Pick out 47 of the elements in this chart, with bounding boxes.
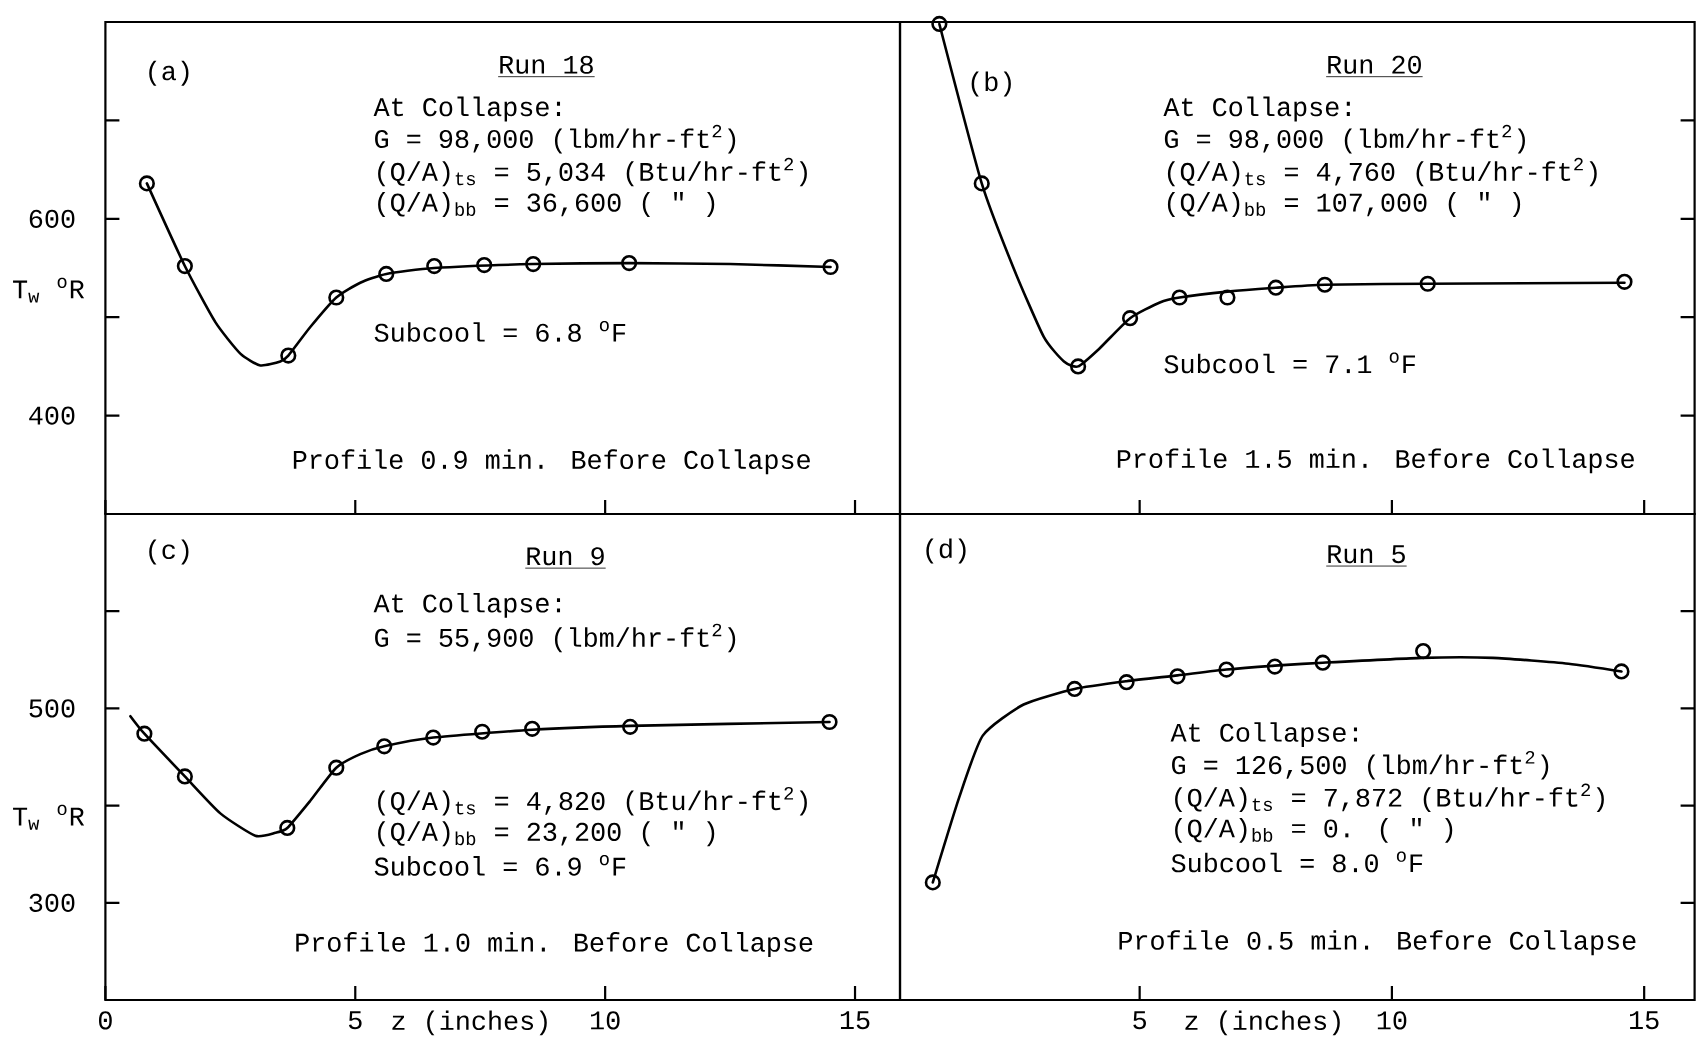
x-tick-label: 10 [1377,1011,1407,1030]
annotation: (Q/A)$_{ts}$ = 4,820 (Btu/hr-ft$^{2}$) [378,786,807,816]
annotation: Subcool = 7.1 $^{o}$F [1164,352,1416,374]
annotation: (b) [971,71,1011,97]
annotation: Profile 1.0 min. Before Collapse [296,932,813,958]
annotation: (c) [149,539,189,565]
y-tick-label: 500 [29,699,75,718]
annotation: (Q/A)$_{bb}$ = 107,000 ( " ) [1167,192,1521,218]
x-tick-label: 0 [98,1011,112,1030]
annotation: At Collapse: [373,592,561,618]
annotation: G = 55,900 (lbm/hr-ft$^{2}$) [375,623,736,653]
x-tick-label: 5 [1133,1011,1146,1030]
y-axis-title: T$_{w}$ $^{o}$R [13,804,85,830]
y-tick-label: 400 [29,406,75,425]
annotation: At Collapse: [1170,722,1358,748]
annotation: (d) [926,538,966,564]
annotation: Profile 0.9 min. Before Collapse [293,449,810,475]
y-tick-label: 300 [29,893,75,912]
y-axis-title: T$_{w}$ $^{o}$R [13,277,85,303]
x-tick-label: 10 [591,1011,620,1030]
text: Run 20 [1328,55,1421,74]
x-tick-label: 15 [840,1011,870,1030]
text: Run 18 [500,55,593,74]
annotation: (Q/A)$_{ts}$ = 7,872 (Btu/hr-ft$^{2}$) [1175,783,1604,813]
annotation: At Collapse: [373,96,561,122]
annotation: Subcool = 6.9 $^{o}$F [374,854,626,876]
text: Run 9 [527,547,604,566]
annotation: (Q/A)$_{bb}$ = 0. ( " ) [1175,817,1453,843]
annotation: (Q/A)$_{ts}$ = 4,760 (Btu/hr-ft$^{2}$) [1167,157,1597,187]
annotation: Subcool = 6.8 $^{o}$F [374,321,626,342]
x-axis-title: z (inches) [1185,1010,1340,1036]
annotation: (a) [149,60,189,86]
annotation: G = 98,000 (lbm/hr-ft$^{2}$) [1164,124,1525,154]
x-axis-title: z (inches) [392,1010,547,1036]
y-tick-label: 600 [29,209,75,228]
annotation: (Q/A)$_{ts}$ = 5,034 (Btu/hr-ft$^{2}$) [378,157,807,187]
annotation: At Collapse: [1163,96,1350,122]
annotation: Profile 0.5 min. Before Collapse [1119,930,1636,956]
annotation: (Q/A)$_{bb}$ = 23,200 ( " ) [378,821,715,847]
x-tick-label: 15 [1630,1011,1659,1030]
annotation: G = 98,000 (lbm/hr-ft$^{2}$) [375,124,736,154]
annotation: (Q/A)$_{bb}$ = 36,600 ( " ) [378,192,715,218]
text: Run 5 [1328,545,1405,564]
annotation: Profile 1.5 min. Before Collapse [1117,448,1634,474]
x-tick-label: 5 [348,1011,362,1030]
annotation: Subcool = 8.0 $^{o}$F [1171,851,1423,873]
annotation: G = 126,500 (lbm/hr-ft$^{2}$) [1172,750,1549,780]
